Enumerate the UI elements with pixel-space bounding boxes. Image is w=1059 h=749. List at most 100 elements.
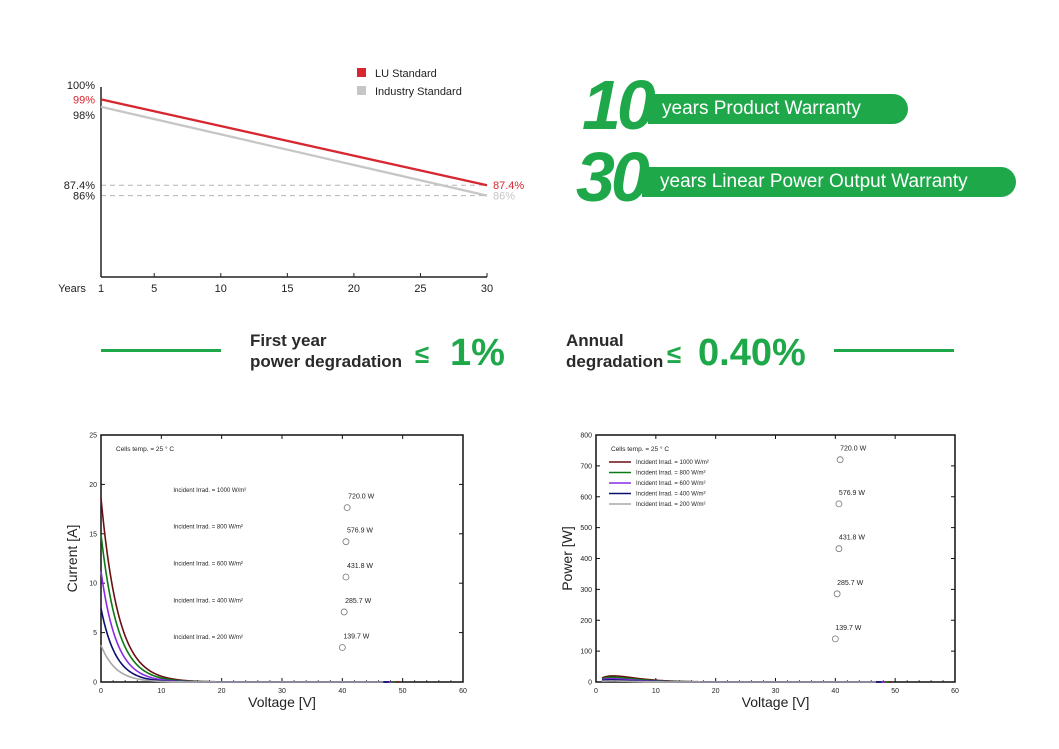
x-tick-label: 10: [652, 688, 660, 695]
series-label: Incident Irrad. = 200 W/m²: [173, 635, 243, 641]
y-tick-label: 25: [89, 433, 97, 440]
annual-label-line2: degradation: [566, 352, 664, 371]
x-tick-label: 30: [481, 283, 493, 295]
mpp-marker: [338, 644, 346, 651]
legend-label: Incident Irrad. = 800 W/m²: [636, 471, 706, 477]
x-tick-label: 0: [99, 688, 103, 695]
product-warranty-years: 10: [582, 66, 656, 144]
series-line: [100, 105, 488, 197]
y-axis-label: Current [A]: [64, 525, 80, 593]
product-warranty-pill: years Product Warranty: [648, 94, 908, 124]
y-tick-label: 87.4%: [64, 180, 95, 192]
x-tick-label: 10: [215, 283, 227, 295]
x-tick-label: 20: [218, 688, 226, 695]
right-divider-line: [834, 349, 954, 352]
x-axis-label: Voltage [V]: [742, 694, 810, 710]
legend-label: Incident Irrad. = 200 W/m²: [636, 502, 706, 508]
y-tick-label: 200: [580, 618, 592, 625]
x-tick-label: 40: [831, 688, 839, 695]
legend-label: Incident Irrad. = 400 W/m²: [636, 492, 706, 498]
mpp-label: 139.7 W: [343, 634, 369, 641]
iv-curve-chart: 0 10 20 30 40 50 60 0 5 10 15 20 25 Voltage [V] Curren…: [64, 433, 467, 711]
x-axis-label: Voltage [V]: [248, 694, 316, 710]
mpp-label: 576.9 W: [839, 490, 865, 497]
temperature-annotation: Cells temp. = 25 ° C: [116, 445, 174, 453]
legend-swatch: [357, 86, 366, 95]
power-warranty-pill: years Linear Power Output Warranty: [642, 167, 1016, 197]
mpp-label: 720.0 W: [840, 446, 866, 453]
legend-label: Incident Irrad. = 600 W/m²: [636, 481, 706, 487]
mpp-marker: [833, 590, 841, 598]
x-tick-label: 20: [348, 283, 360, 295]
first-year-label-line1: First year: [250, 331, 327, 350]
y-tick-label: 400: [580, 556, 592, 563]
mpp-label: 576.9 W: [347, 528, 373, 535]
y-tick-label: 300: [580, 587, 592, 594]
first-year-label: First year power degradation: [250, 330, 402, 372]
y-tick-label: 99%: [73, 94, 95, 106]
x-tick-label: 30: [772, 688, 780, 695]
y-tick-label: 20: [89, 482, 97, 489]
legend-label: Industry Standard: [375, 86, 462, 98]
series-line: [100, 98, 488, 187]
series-label: Incident Irrad. = 1000 W/m²: [173, 488, 246, 494]
mpp-label: 431.8 W: [839, 535, 865, 542]
temperature-annotation: Cells temp. = 25 ° C: [611, 445, 669, 453]
y-tick-label: 5: [93, 630, 97, 637]
x-tick-label: 1: [98, 283, 104, 295]
y-axis-label: Power [W]: [559, 526, 575, 591]
x-tick-label: 25: [414, 283, 426, 295]
pv-series-line: [601, 680, 877, 683]
product-warranty-text: years Product Warranty: [662, 98, 861, 119]
x-tick-label: 0: [594, 688, 598, 695]
x-tick-label: 40: [338, 688, 346, 695]
first-year-symbol: ≤: [415, 339, 430, 369]
plot-frame: [100, 434, 464, 683]
legend-label: Incident Irrad. = 1000 W/m²: [636, 460, 709, 466]
annual-label: Annual degradation: [566, 330, 663, 372]
series-label: Incident Irrad. = 800 W/m²: [173, 524, 243, 530]
y-tick-label: 10: [89, 581, 97, 588]
y-tick-label: 800: [580, 433, 592, 440]
annual-label-line1: Annual: [566, 331, 624, 350]
x-tick-label: 60: [459, 688, 467, 695]
power-warranty-text: years Linear Power Output Warranty: [660, 171, 968, 192]
mpp-label: 431.8 W: [347, 563, 373, 570]
mpp-label: 285.7 W: [345, 598, 371, 605]
iv-series-line: [100, 644, 384, 683]
mpp-marker: [836, 456, 844, 464]
series-end-label: 86%: [493, 191, 515, 203]
annual-symbol: ≤: [667, 339, 682, 369]
y-tick-label: 100: [580, 649, 592, 656]
x-tick-label: 10: [157, 688, 165, 695]
annual-value: 0.40%: [698, 332, 806, 374]
y-tick-label: 100%: [67, 80, 95, 92]
x-tick-label: 50: [399, 688, 407, 695]
left-divider-line: [101, 349, 221, 352]
mpp-marker: [831, 635, 839, 643]
y-tick-label: 15: [89, 531, 97, 538]
series-label: Incident Irrad. = 400 W/m²: [173, 598, 243, 604]
y-tick-label: 700: [580, 463, 592, 470]
mpp-label: 139.7 W: [835, 625, 861, 632]
pv-curve-chart: 0 10 20 30 40 50 600100200300400500600700800Vo…: [559, 433, 959, 711]
plot-frame: [595, 434, 956, 683]
mpp-label: 285.7 W: [837, 580, 863, 587]
legend-swatch: [357, 68, 366, 77]
y-tick-label: 0: [588, 680, 592, 687]
mpp-label: 720.0 W: [348, 494, 374, 501]
x-tick-label: 15: [281, 283, 293, 295]
mpp-marker: [342, 573, 350, 581]
y-tick-label: 500: [580, 525, 592, 532]
x-tick-label: 5: [151, 283, 157, 295]
x-tick-label: 50: [891, 688, 899, 695]
x-tick-label: 20: [712, 688, 720, 695]
mpp-marker: [343, 504, 351, 512]
legend-label: LU Standard: [375, 68, 437, 80]
mpp-marker: [835, 500, 843, 508]
y-tick-label: 0: [93, 680, 97, 687]
y-tick-label: 86%: [73, 191, 95, 203]
mpp-marker: [342, 538, 350, 546]
degradation-chart: 1 5 10 15 20 25 30Years100%99%98%87.4%86%87.4%…: [58, 68, 524, 295]
x-axis-label: Years: [58, 283, 86, 295]
